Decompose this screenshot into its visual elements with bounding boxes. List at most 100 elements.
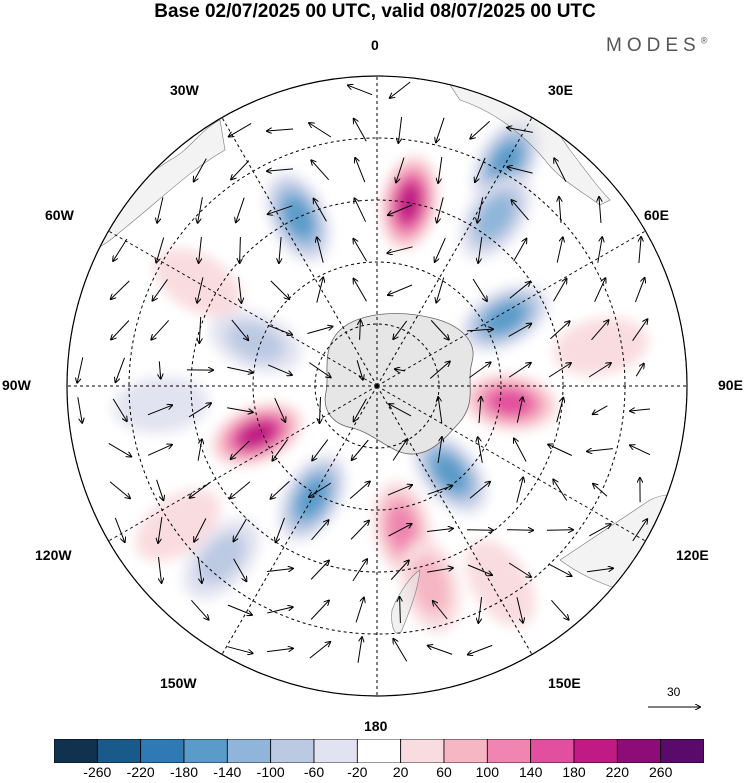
wind-arrow	[470, 120, 491, 138]
wind-arrow	[516, 477, 523, 503]
wind-arrow	[159, 557, 162, 583]
wind-arrow	[472, 278, 487, 301]
wind-arrow	[317, 237, 324, 263]
colorbar-segment	[660, 739, 704, 763]
wind-arrow	[354, 198, 367, 222]
wind-arrow	[387, 485, 412, 496]
wind-arrow	[390, 81, 411, 98]
wind-arrow	[392, 440, 407, 461]
wind-arrow	[147, 445, 172, 456]
wind-arrow	[267, 169, 294, 171]
wind-arrow	[507, 167, 533, 174]
wind-arrow	[159, 361, 160, 378]
wind-arrow	[239, 277, 242, 303]
wind-arrow	[468, 644, 493, 654]
wind-arrow	[587, 568, 613, 573]
wind-arrow	[429, 362, 450, 379]
label-lon-90w: 90W	[2, 377, 31, 393]
wind-arrow	[438, 157, 443, 183]
colorbar-segment	[573, 739, 618, 763]
wind-arrow	[553, 279, 567, 302]
wind-arrow	[197, 557, 202, 583]
wind-arrow	[550, 321, 569, 340]
anomaly-contour	[411, 556, 450, 616]
anomaly-contour	[477, 195, 514, 239]
wind-arrow	[353, 239, 368, 262]
wind-arrow	[435, 237, 446, 262]
wind-arrow	[272, 439, 289, 460]
wind-arrow	[589, 524, 610, 537]
wind-arrow	[309, 482, 332, 497]
wind-arrow	[151, 320, 170, 339]
colorbar-segment	[96, 739, 142, 763]
meridian-line	[376, 117, 533, 387]
wind-arrow	[599, 197, 601, 224]
wind-arrow	[112, 398, 127, 421]
wind-arrow	[587, 449, 613, 452]
wind-arrow	[231, 319, 248, 340]
colorbar-segment	[616, 739, 662, 763]
new-zealand-shape	[391, 569, 421, 634]
wind-arrow	[267, 607, 292, 614]
wind-arrow	[516, 597, 523, 622]
label-lon-60w: 60W	[45, 207, 74, 223]
label-lon-180: 180	[364, 718, 388, 734]
wind-arrow	[357, 637, 362, 663]
wind-arrow	[234, 518, 247, 542]
meridian-line	[376, 385, 533, 655]
wind-arrow	[310, 561, 329, 580]
wind-arrow	[433, 601, 448, 620]
wind-arrow	[635, 364, 644, 377]
wind-arrow	[227, 407, 253, 413]
wind-arrow	[274, 397, 286, 422]
wind-arrow	[153, 279, 168, 300]
wind-arrow	[188, 403, 211, 418]
wind-arrow	[233, 558, 247, 582]
wind-arrow	[307, 327, 333, 334]
wind-arrow	[467, 564, 492, 575]
wind-arrow	[478, 437, 483, 463]
wind-arrow	[437, 197, 444, 222]
wind-arrow	[469, 482, 490, 499]
wind-arrow	[360, 320, 361, 340]
wind-arrow	[229, 122, 252, 136]
wind-arrow	[390, 560, 409, 580]
wind-arrow	[477, 197, 484, 222]
meridian-line	[221, 385, 378, 655]
wind-arrow	[388, 284, 413, 295]
wind-arrow	[198, 197, 203, 223]
wind-arrow	[396, 157, 405, 183]
colorbar-tick-label: 100	[475, 764, 499, 780]
wind-arrow	[267, 648, 293, 653]
latitude-circle	[252, 261, 502, 511]
wind-arrow	[267, 324, 292, 334]
wind-arrow	[594, 278, 606, 303]
wind-arrow	[349, 482, 370, 499]
label-lon-150w: 150W	[160, 675, 197, 691]
positive-anomaly-15	[553, 317, 649, 376]
wind-arrow	[512, 200, 529, 221]
wind-arrow	[240, 236, 241, 263]
modes-logo: MODES®	[606, 35, 707, 57]
wind-arrow	[508, 324, 532, 337]
wind-arrow	[597, 237, 602, 263]
wind-arrow	[355, 598, 364, 623]
wind-arrow	[276, 517, 285, 542]
wind-arrow	[271, 480, 290, 499]
brand-name: MODES	[606, 35, 701, 56]
wind-arrow	[389, 404, 412, 417]
wind-arrow	[311, 520, 329, 541]
wind-arrow	[158, 517, 163, 543]
anomaly-contour	[465, 539, 536, 627]
wind-arrow	[438, 397, 443, 423]
wind-arrow	[111, 280, 130, 299]
wind-arrow	[388, 204, 413, 215]
colorbar-tick-label: 220	[605, 764, 629, 780]
colorbar-segment	[54, 739, 98, 763]
colorbar-tick-label: 180	[562, 764, 586, 780]
map-boundary	[66, 75, 688, 697]
wind-arrow	[469, 362, 490, 379]
negative-anomaly-2	[459, 174, 532, 260]
wind-arrow	[270, 280, 289, 299]
colorbar	[54, 739, 704, 763]
